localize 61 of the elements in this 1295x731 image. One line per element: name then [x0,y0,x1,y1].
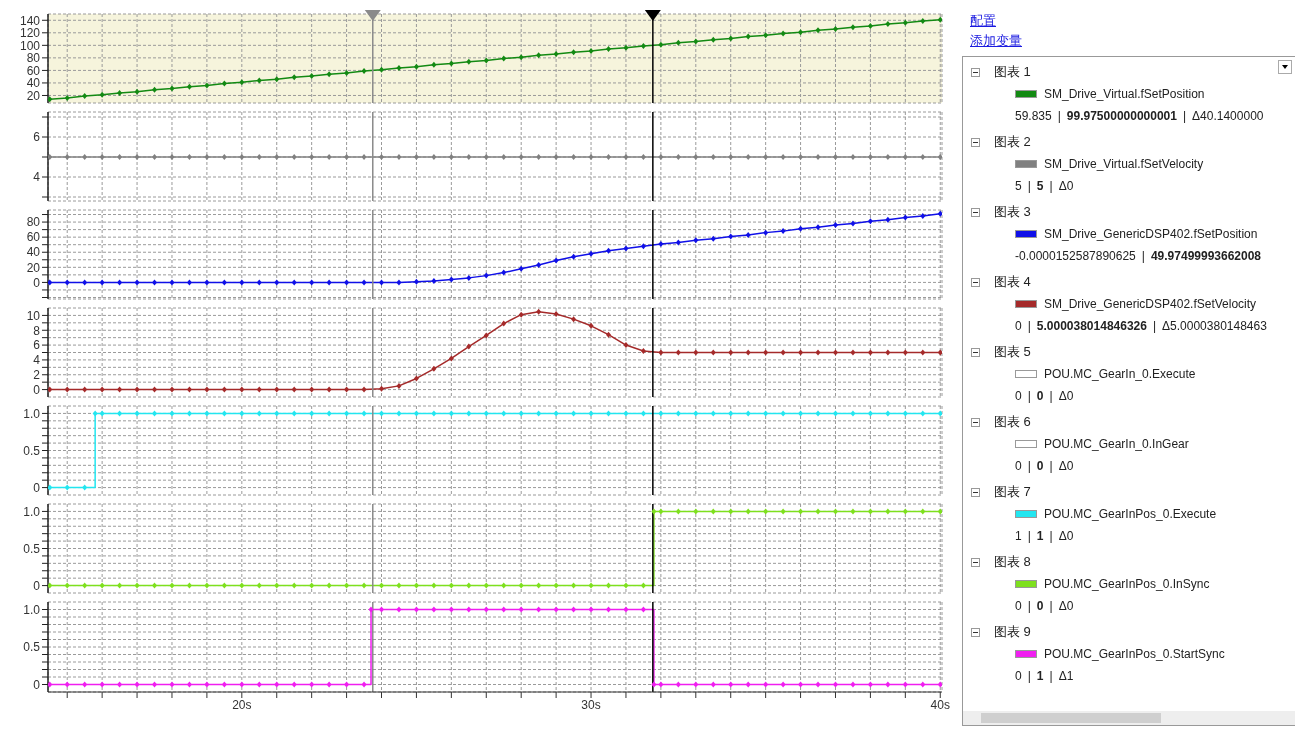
y-tick-label: 100 [19,38,41,53]
y-tick-label: 10 [26,308,41,323]
text: POU.MC_GearIn_0.InGear [1044,437,1189,451]
y-tick-label: 0 [33,578,41,593]
text: 图表 2 [994,133,1031,151]
text: 59.835 | 99.97500000000001 | Δ40.1400000 [1015,109,1264,123]
y-tick-label: 80 [26,51,41,66]
text: -0.0000152587890625 | 49.97499993662008 [1015,249,1262,263]
y-tick-label: 0 [33,480,41,495]
x-tick-label: 40s [930,697,950,712]
text: 0 | 0 | Δ0 [1015,599,1074,613]
y-tick-label: 40 [26,76,41,91]
y-tick-label: 0.5 [23,443,41,458]
y-tick-label: 60 [26,230,41,245]
y-tick-label: 40 [26,245,41,260]
y-tick-label: 4 [33,170,41,185]
text: SM_Drive_GenericDSP402.fSetVelocity [1044,297,1257,311]
y-tick-label: 2 [33,368,41,383]
text: 图表 9 [994,623,1031,641]
y-tick-label: 20 [26,88,41,103]
text: 1 | 1 | Δ0 [1015,529,1074,543]
y-tick-label: 6 [33,130,41,145]
text: 图表 1 [994,63,1031,81]
y-tick-label: 0 [33,382,41,397]
text: SM_Drive_GenericDSP402.fSetPosition [1044,227,1258,241]
y-tick-label: 120 [19,26,41,41]
text: 配置 [970,12,997,30]
text: POU.MC_GearIn_0.Execute [1044,367,1196,381]
y-tick-label: 0.5 [23,541,41,556]
y-tick-label: 60 [26,63,41,78]
text: 图表 5 [994,343,1031,361]
y-tick-label: 0 [33,677,41,692]
text: 图表 6 [994,413,1031,431]
text: 图表 4 [994,273,1031,291]
y-tick-label: 140 [19,13,41,28]
y-tick-label: 6 [33,338,41,353]
text: 添加变量 [970,32,1023,50]
y-tick-label: 1.0 [23,406,41,421]
text: 0 | 5.000038014846326 | Δ5.0000380148463 [1015,319,1267,333]
y-tick-label: 8 [33,323,41,338]
y-tick-label: 0 [33,275,41,290]
y-tick-label: 0.5 [23,640,41,655]
text: 图表 8 [994,553,1031,571]
text: 0 | 0 | Δ0 [1015,459,1074,473]
y-tick-label: 1.0 [23,602,41,617]
y-tick-label: 20 [26,260,41,275]
y-tick-label: 1.0 [23,504,41,519]
text: POU.MC_GearInPos_0.InSync [1044,577,1210,591]
text: 图表 7 [994,483,1031,501]
x-tick-label: 20s [232,697,252,712]
text: POU.MC_GearInPos_0.Execute [1044,507,1217,521]
text: POU.MC_GearInPos_0.StartSync [1044,647,1225,661]
y-tick-label: 4 [33,353,41,368]
x-tick-label: 30s [581,697,601,712]
text: 0 | 0 | Δ0 [1015,389,1074,403]
text: SM_Drive_Virtual.fSetPosition [1044,87,1205,101]
text: 0 | 1 | Δ1 [1015,669,1074,683]
y-tick-label: 80 [26,215,41,230]
text: SM_Drive_Virtual.fSetVelocity [1044,157,1204,171]
text: 5 | 5 | Δ0 [1015,179,1074,193]
text: 图表 3 [994,203,1031,221]
